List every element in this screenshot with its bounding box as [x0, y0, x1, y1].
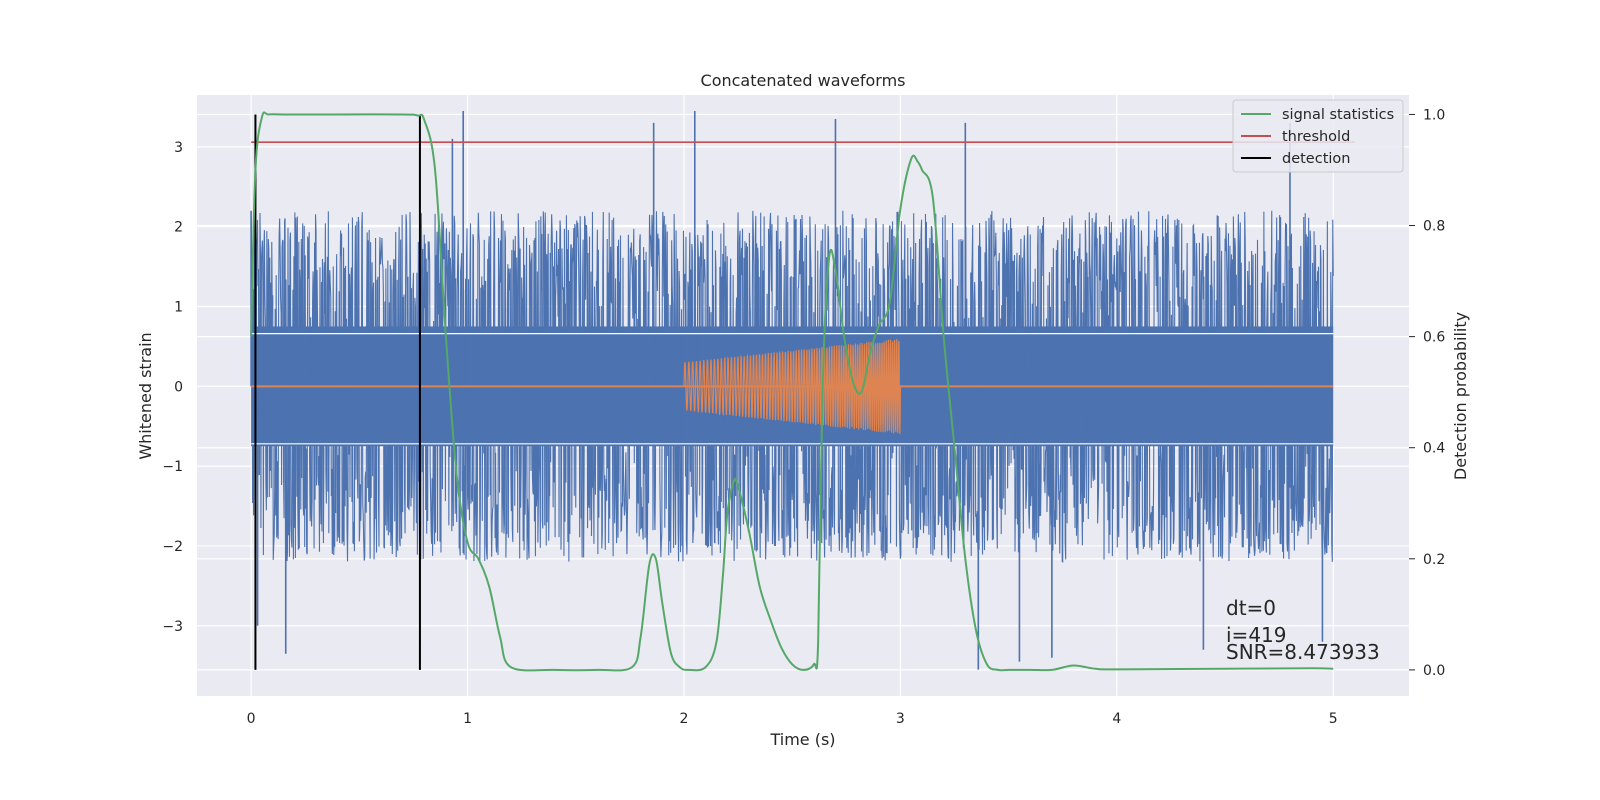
y-tick-label: 3: [174, 140, 183, 156]
x-tick-label: 0: [247, 711, 256, 727]
legend-label-signal-statistics: signal statistics: [1282, 107, 1394, 123]
y-tick-label: 1: [174, 300, 183, 316]
x-tick-label: 1: [463, 711, 472, 727]
x-tick-label: 3: [896, 711, 905, 727]
y-tick-label: 0: [174, 379, 183, 395]
y-tick-label: −1: [162, 459, 183, 475]
y2-tick-label: 1.0: [1423, 107, 1445, 123]
x-tick-label: 5: [1329, 711, 1338, 727]
annotation-snr: SNR=8.473933: [1226, 640, 1380, 664]
y-tick-label: 2: [174, 220, 183, 236]
annotation-i: i=419: [1226, 623, 1287, 647]
y2-axis-label: Detection probability: [1451, 312, 1470, 480]
y2-tick-label: 0.4: [1423, 441, 1445, 457]
chirp-series: [251, 338, 1334, 434]
y-axis-label: Whitened strain: [136, 332, 155, 459]
y2-tick-label: 0.6: [1423, 330, 1445, 346]
legend: signal statistics threshold detection: [1232, 99, 1404, 173]
legend-box: [1232, 99, 1404, 173]
tick-labels: 0 1 2 3 4 5 −3 −2 −1 0 1 2 3 0.0 0.2 0.4 0.6 0.8 1.0: [162, 107, 1445, 727]
annotation-dt: dt=0: [1226, 596, 1276, 620]
x-axis-label: Time (s): [769, 730, 835, 749]
y2-tick-label: 0.0: [1423, 663, 1445, 679]
legend-label-detection: detection: [1282, 151, 1350, 167]
y2-tick-label: 0.8: [1423, 219, 1445, 235]
y-tick-label: −3: [162, 619, 183, 635]
y2-tick-label: 0.2: [1423, 552, 1445, 568]
x-tick-label: 2: [680, 711, 689, 727]
chart-title: Concatenated waveforms: [701, 71, 906, 90]
y-tick-label: −2: [162, 539, 183, 555]
x-tick-label: 4: [1112, 711, 1121, 727]
noise-trace: [250, 210, 1334, 563]
legend-label-threshold: threshold: [1282, 129, 1350, 145]
chirp-trace: [683, 338, 901, 434]
signal-statistics-line: [250, 111, 1334, 672]
probability-series: [250, 111, 1355, 672]
